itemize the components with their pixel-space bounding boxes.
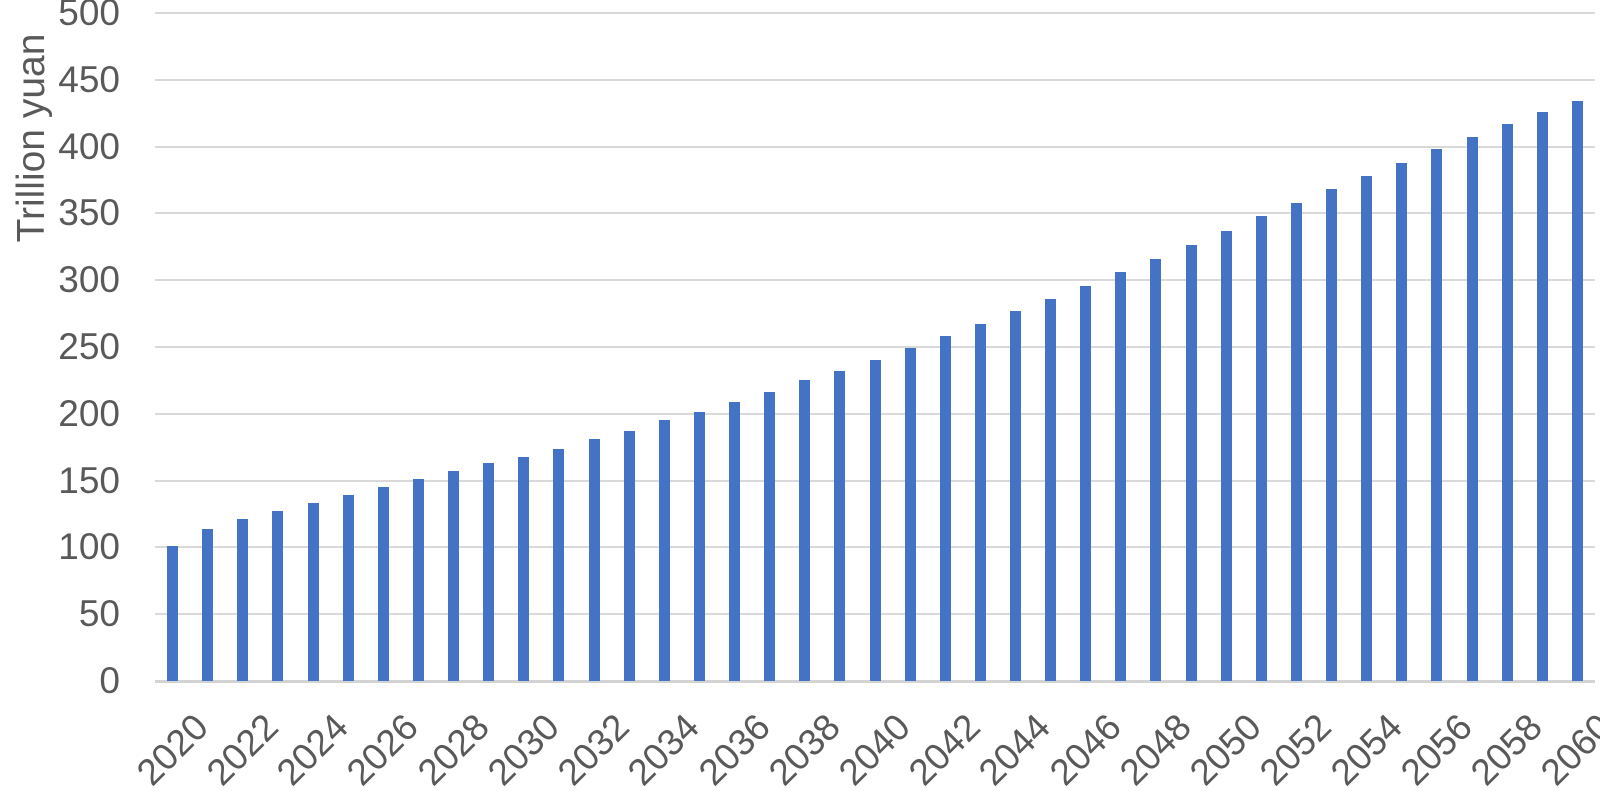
bar-2053 xyxy=(1326,189,1338,681)
bar-2025 xyxy=(342,495,354,681)
bar-2034 xyxy=(658,420,670,681)
bar-2040 xyxy=(869,360,881,681)
y-tick-label-50: 50 xyxy=(78,593,120,635)
y-tick-label-450: 450 xyxy=(58,58,120,100)
y-tick-label-100: 100 xyxy=(58,526,120,568)
y-tick-label-300: 300 xyxy=(58,259,120,301)
y-tick-label-250: 250 xyxy=(58,326,120,367)
bar-2052 xyxy=(1290,202,1302,681)
bar-2054 xyxy=(1361,175,1373,681)
bar-2051 xyxy=(1255,216,1267,681)
bar-2047 xyxy=(1115,272,1127,681)
x-axis-line xyxy=(155,680,1595,683)
bar-2042 xyxy=(939,336,951,681)
bar-2043 xyxy=(974,324,986,681)
bar-2056 xyxy=(1431,149,1443,681)
bar-2027 xyxy=(412,479,424,681)
bar-2022 xyxy=(237,519,249,681)
bar-2050 xyxy=(1220,230,1232,681)
bar-2037 xyxy=(764,392,776,681)
gridline-350 xyxy=(155,212,1595,215)
bar-2020 xyxy=(167,546,179,681)
bar-2060 xyxy=(1571,101,1583,681)
bar-2036 xyxy=(729,401,740,681)
y-tick-label-150: 150 xyxy=(58,459,120,501)
bar-2021 xyxy=(202,528,214,681)
y-tick-label-350: 350 xyxy=(58,192,120,234)
gridline-450 xyxy=(155,78,1595,81)
bar-2024 xyxy=(307,503,319,681)
bar-2055 xyxy=(1396,162,1408,681)
bar-2039 xyxy=(834,371,846,681)
bar-2032 xyxy=(588,439,600,681)
bar-2033 xyxy=(623,431,635,681)
bar-2028 xyxy=(448,471,460,681)
y-tick-label-500: 500 xyxy=(58,0,120,33)
bar-2035 xyxy=(693,412,705,681)
bar-2029 xyxy=(483,463,495,681)
bar-2023 xyxy=(272,511,284,681)
bar-2046 xyxy=(1080,285,1092,681)
gridline-300 xyxy=(155,279,1595,282)
bar-2041 xyxy=(904,348,916,681)
gridline-400 xyxy=(155,145,1595,148)
y-tick-label-200: 200 xyxy=(58,392,120,434)
bar-2038 xyxy=(799,380,811,681)
y-tick-label-0: 0 xyxy=(99,660,120,701)
bar-2045 xyxy=(1045,298,1057,681)
bar-2048 xyxy=(1150,258,1162,681)
bar-2049 xyxy=(1185,245,1197,681)
bar-2058 xyxy=(1501,123,1513,681)
bar-2057 xyxy=(1466,137,1478,681)
bar-2026 xyxy=(377,487,389,681)
bar-2059 xyxy=(1536,111,1548,681)
bar-2044 xyxy=(1009,310,1021,681)
y-tick-label-400: 400 xyxy=(58,125,120,167)
bar-2031 xyxy=(553,448,565,681)
bar-2030 xyxy=(518,456,530,681)
gridline-500 xyxy=(155,12,1595,14)
gridline-250 xyxy=(155,346,1595,348)
